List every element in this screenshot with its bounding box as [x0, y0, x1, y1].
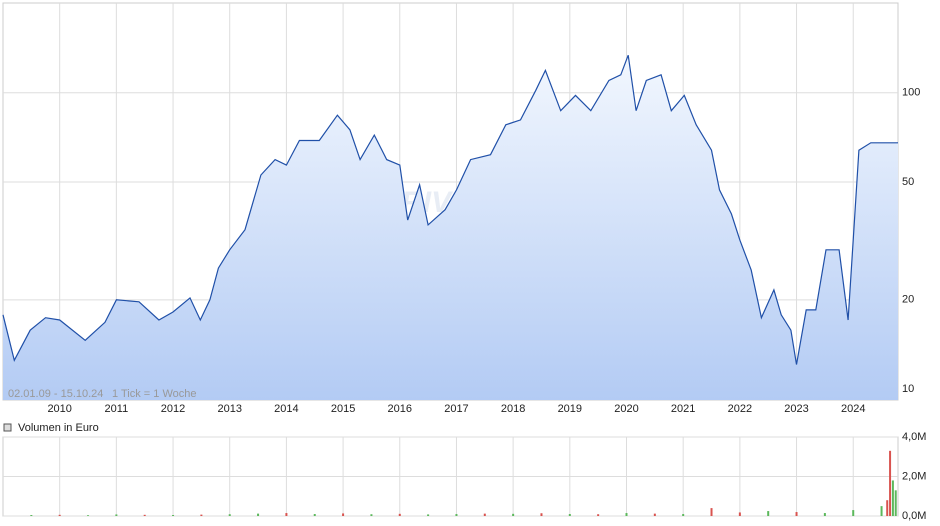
volume-bar — [30, 515, 33, 516]
y-tick-label: 100 — [902, 87, 920, 99]
volume-bar — [115, 514, 118, 516]
x-tick-label: 2021 — [671, 403, 695, 415]
volume-bar — [653, 513, 656, 516]
volume-bar — [597, 514, 600, 516]
y-tick-label: 20 — [902, 294, 914, 306]
y-tick-label: 50 — [902, 176, 914, 188]
volume-bar — [483, 513, 486, 516]
volume-bar — [228, 514, 231, 516]
volume-bar — [682, 514, 685, 516]
x-tick-label: 2011 — [105, 403, 129, 415]
x-tick-label: 2020 — [614, 403, 638, 415]
x-tick-label: 2022 — [728, 403, 752, 415]
volume-bar — [512, 513, 515, 516]
volume-bar — [143, 514, 146, 516]
volume-bar — [342, 513, 345, 516]
x-tick-label: 2013 — [217, 403, 241, 415]
volume-bar — [891, 480, 894, 516]
legend-swatch — [3, 423, 12, 432]
volume-bar — [886, 500, 889, 516]
x-tick-label: 2017 — [444, 403, 468, 415]
x-tick-label: 2019 — [558, 403, 582, 415]
volume-bar — [852, 510, 855, 516]
volume-bar — [823, 513, 826, 516]
volume-bar — [87, 515, 90, 516]
x-tick-label: 2018 — [501, 403, 525, 415]
price-line — [2, 54, 898, 365]
x-tick-label: 2012 — [161, 403, 185, 415]
volume-bar — [58, 514, 61, 516]
volume-bar — [257, 513, 260, 516]
y-tick-label: 2,0M — [902, 470, 926, 482]
volume-bar — [894, 490, 897, 516]
x-tick-label: 2010 — [47, 403, 71, 415]
volume-bar — [738, 512, 741, 516]
y-tick-label: 0,0M — [902, 510, 926, 522]
x-tick-label: 2014 — [274, 403, 298, 415]
x-tick-label: 2024 — [841, 403, 865, 415]
volume-bar — [540, 513, 543, 516]
volume-bar — [889, 450, 892, 516]
volume-title: Volumen in Euro — [18, 422, 99, 434]
volume-bar — [200, 514, 203, 516]
annotation: 02.01.09 - 15.10.24 — [8, 388, 103, 400]
volume-bar — [370, 514, 373, 516]
volume-bar — [172, 515, 175, 516]
volume-bar — [398, 513, 401, 516]
volume-bar — [455, 514, 458, 516]
volume-bar — [625, 513, 628, 516]
volume-bar — [710, 508, 713, 516]
x-tick-label: 2016 — [388, 403, 412, 415]
annotation: 1 Tick = 1 Woche — [112, 388, 196, 400]
x-tick-label: 2015 — [331, 403, 355, 415]
y-tick-label: 4,0M — [902, 431, 926, 443]
x-tick-label: 2023 — [784, 403, 808, 415]
volume-bar — [313, 514, 316, 516]
area — [3, 55, 898, 400]
volume-bar — [795, 512, 798, 516]
volume-bar — [767, 511, 770, 516]
y-tick-label: 10 — [902, 383, 914, 395]
volume-bar — [880, 506, 883, 516]
volume-bar — [568, 514, 571, 516]
volume-bar — [285, 513, 288, 516]
volume-bar — [427, 514, 430, 516]
